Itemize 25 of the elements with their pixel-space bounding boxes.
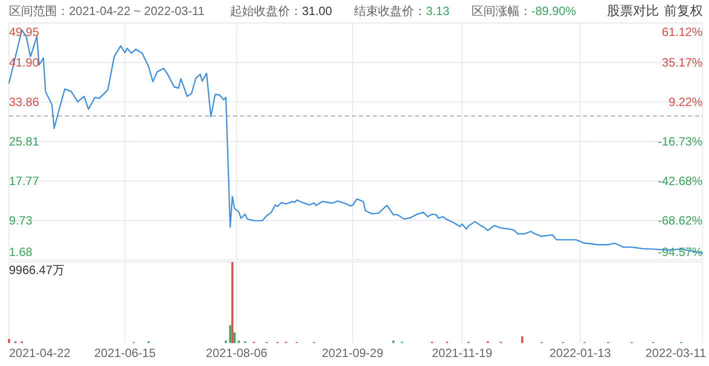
annotation: 9966.47万 [9, 263, 64, 277]
x-tick-label: 2021-06-15 [94, 346, 156, 360]
text: 前复权 [664, 3, 703, 18]
text: 起始收盘价：31.00 [230, 4, 332, 18]
x-tick-label: 2021-08-06 [206, 346, 268, 360]
y-tick-label: 9.73 [9, 213, 33, 228]
text: 股票对比 [607, 3, 659, 18]
x-tick-label: 2021-04-22 [9, 346, 71, 360]
y2-tick-label: 9.22% [668, 95, 703, 110]
y-tick-label: 33.86 [9, 95, 40, 109]
chart-title: 区间范围：2021-04-22 ~ 2022-03-11 [9, 4, 205, 18]
y-tick-label: 17.77 [9, 174, 40, 188]
x-tick-label: 2021-11-19 [432, 346, 493, 360]
text: 区间涨幅：-89.90% [471, 4, 576, 18]
y2-tick-label: 35.17% [662, 56, 703, 70]
x-tick-label: 2022-01-13 [550, 346, 612, 360]
y2-tick-label: 61.12% [662, 25, 703, 39]
y2-tick-label: -68.62% [658, 213, 703, 228]
y2-tick-label: -16.73% [658, 134, 703, 149]
y2-tick-label: -42.68% [658, 174, 703, 188]
x-tick-label: 2022-03-11 [646, 346, 706, 360]
y-tick-label: 25.81 [9, 134, 40, 149]
y-tick-label: 1.68 [9, 245, 33, 259]
text: 结束收盘价：3.13 [354, 4, 450, 18]
x-tick-label: 2021-09-29 [322, 346, 384, 360]
